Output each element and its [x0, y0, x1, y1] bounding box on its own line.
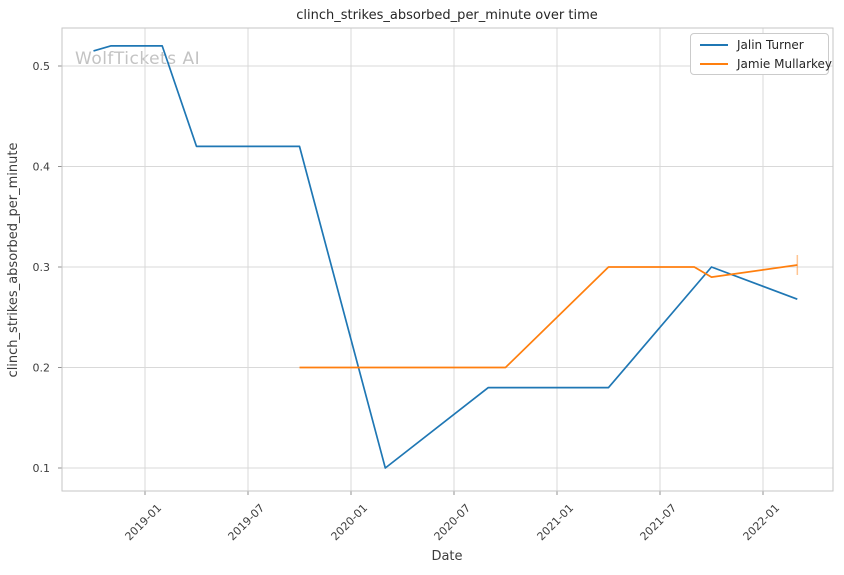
- x-tick-label: 2019-07: [226, 502, 268, 544]
- legend-item: Jalin Turner: [700, 38, 828, 52]
- y-tick-label: 0.2: [33, 362, 51, 375]
- legend-label: Jalin Turner: [737, 37, 804, 52]
- x-tick-label: 2021-01: [535, 502, 577, 544]
- x-tick-label: 2020-01: [329, 502, 371, 544]
- x-axis-label: Date: [431, 549, 462, 564]
- y-tick-label: 0.5: [33, 60, 51, 73]
- x-tick-label: 2021-07: [638, 502, 680, 544]
- series-line-jamie-mullarkey: [299, 264, 798, 369]
- legend-line-swatch-jalin-turner: [700, 43, 728, 46]
- y-axis-label: clinch_strikes_absorbed_per_minute: [6, 143, 21, 378]
- x-tick-label: 2022-01: [741, 502, 783, 544]
- y-tick-label: 0.3: [33, 261, 51, 274]
- legend: Jalin Turner Jamie Mullarkey: [690, 33, 832, 75]
- legend-item: Jamie Mullarkey: [700, 57, 832, 71]
- plot-border: [61, 27, 834, 492]
- legend-line-swatch-jamie-mullarkey: [700, 62, 728, 65]
- legend-label: Jamie Mullarkey: [737, 56, 833, 71]
- y-tick-label: 0.4: [33, 161, 51, 174]
- y-tick-label: 0.1: [33, 462, 51, 475]
- series-line-jalin-turner: [93, 45, 798, 469]
- chart-layer: 0.5 0.4 0.3 0.2 0.1 2019-01 2019-07 2020-01 2020…: [33, 27, 834, 544]
- x-tick-label: 2019-01: [123, 502, 165, 544]
- x-tick-label: 2020-07: [432, 502, 474, 544]
- chart-title: clinch_strikes_absorbed_per_minute over …: [296, 8, 598, 23]
